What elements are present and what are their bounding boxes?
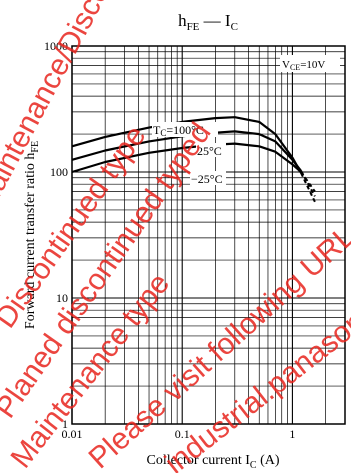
x-axis-label: Collector current IC (A) xyxy=(146,453,279,471)
series-line-0 xyxy=(71,116,303,174)
series-label-minus25c: −25°C xyxy=(191,172,223,186)
plot-frame xyxy=(71,45,346,425)
series-label-bg xyxy=(152,122,218,137)
series-label-bg xyxy=(196,143,226,157)
series-label-bg xyxy=(190,171,226,185)
series-dashed-2 xyxy=(300,171,316,193)
series-line-1 xyxy=(71,130,302,172)
y-tick-label: 1 xyxy=(62,417,68,431)
condition-bg xyxy=(280,55,340,72)
series-label-25c: 25°C xyxy=(197,144,222,158)
x-tick-label: 0.01 xyxy=(62,427,83,441)
y-tick-label: 1000 xyxy=(44,39,68,53)
series-dashed-1 xyxy=(300,170,316,197)
x-tick-label: 0.1 xyxy=(175,427,190,441)
chart-title: hFE — IC xyxy=(178,11,238,33)
y-tick-label: 10 xyxy=(56,291,68,305)
tick-labels: 0.01 0.1 1 1 10 100 1000 xyxy=(44,39,295,441)
series-label-tc100: TC=100°C xyxy=(153,123,204,138)
condition-label: VCE=10V xyxy=(282,59,325,72)
y-axis-label: Forward current transfer ratio hFE xyxy=(23,141,41,329)
x-tick-label: 1 xyxy=(289,427,295,441)
y-tick-label: 100 xyxy=(50,165,68,179)
series-dashed-0 xyxy=(300,172,316,203)
